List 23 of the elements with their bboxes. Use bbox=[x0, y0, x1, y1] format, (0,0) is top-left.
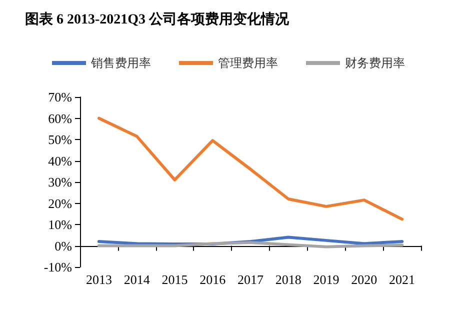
x-tick-label: 2015 bbox=[162, 272, 188, 287]
y-tick-label: 10% bbox=[48, 217, 72, 232]
legend-label: 财务费用率 bbox=[345, 56, 405, 70]
y-tick-label: 70% bbox=[48, 90, 72, 104]
y-tick-label: -10% bbox=[44, 260, 72, 274]
chart-title: 图表 6 2013-2021Q3 公司各项费用变化情况 bbox=[25, 10, 290, 28]
legend-label: 管理费用率 bbox=[218, 56, 278, 70]
y-tick-label: 40% bbox=[48, 153, 72, 168]
line-series bbox=[97, 116, 404, 221]
y-tick-label: 60% bbox=[48, 110, 72, 126]
legend-label: 销售费用率 bbox=[90, 56, 151, 70]
y-tick-label: 0% bbox=[54, 238, 72, 254]
x-tick-label: 2014 bbox=[124, 272, 150, 287]
x-tick-label: 2021 bbox=[389, 272, 416, 287]
x-tick-label: 2018 bbox=[275, 272, 302, 287]
y-tick-label: 50% bbox=[48, 132, 72, 147]
x-tick-label: 2017 bbox=[238, 272, 264, 287]
x-tick-label: 2019 bbox=[313, 272, 340, 287]
y-tick-label: 30% bbox=[48, 174, 72, 190]
x-tick-label: 2013 bbox=[86, 272, 112, 287]
y-tick-label: 20% bbox=[48, 196, 72, 211]
x-tick-label: 2016 bbox=[200, 272, 226, 287]
x-tick-label: 2020 bbox=[351, 272, 378, 287]
